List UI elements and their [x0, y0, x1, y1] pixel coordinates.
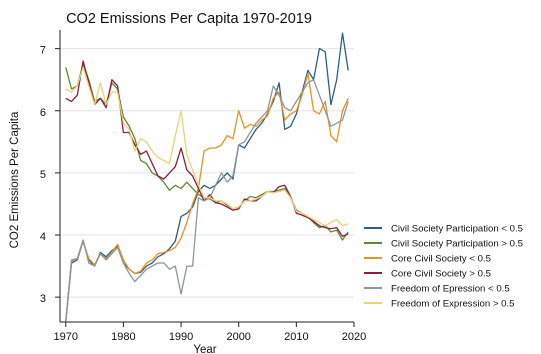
series-line-4 — [65, 60, 349, 237]
legend: Civil Society Participation < 0.5 Civil S… — [364, 224, 523, 310]
x-tick-label: 2000 — [226, 331, 250, 343]
legend-entry: Core Civil Society > 0.5 — [391, 269, 491, 280]
y-tick-label: 6 — [40, 107, 46, 119]
series-line-2 — [65, 63, 349, 241]
x-tick-label: 1990 — [169, 331, 193, 343]
series-lines — [65, 32, 349, 323]
chart-title: CO2 Emissions Per Capita 1970-2019 — [66, 11, 312, 27]
x-tick-label: 1970 — [54, 331, 78, 343]
series-line-5 — [65, 79, 349, 321]
x-axis-label: Year — [193, 344, 216, 354]
x-tick-label: 1980 — [111, 331, 135, 343]
legend-entry: Core Civil Society < 0.5 — [391, 254, 491, 265]
series-line-3 — [65, 72, 349, 321]
grid — [60, 48, 354, 298]
legend-entry: Civil Society Participation > 0.5 — [391, 239, 523, 250]
y-tick-label: 3 — [40, 293, 46, 305]
legend-entry: Freedom of Epression < 0.5 — [391, 284, 510, 295]
y-ticks: 3 4 5 6 7 — [40, 45, 60, 305]
y-tick-label: 5 — [40, 169, 46, 181]
legend-entry: Civil Society Participation < 0.5 — [391, 224, 523, 235]
y-tick-label: 7 — [40, 45, 46, 57]
y-tick-label: 4 — [40, 231, 46, 243]
x-ticks: 1970 1980 1990 2000 2010 2020 — [54, 322, 366, 343]
x-tick-label: 2010 — [284, 331, 308, 343]
series-line-1 — [65, 32, 349, 323]
series-line-6 — [65, 66, 349, 227]
legend-entry: Freedom of Expression > 0.5 — [391, 299, 514, 310]
y-axis-label: CO2 Emissions Per Capita — [9, 111, 21, 248]
x-tick-label: 2020 — [342, 331, 366, 343]
